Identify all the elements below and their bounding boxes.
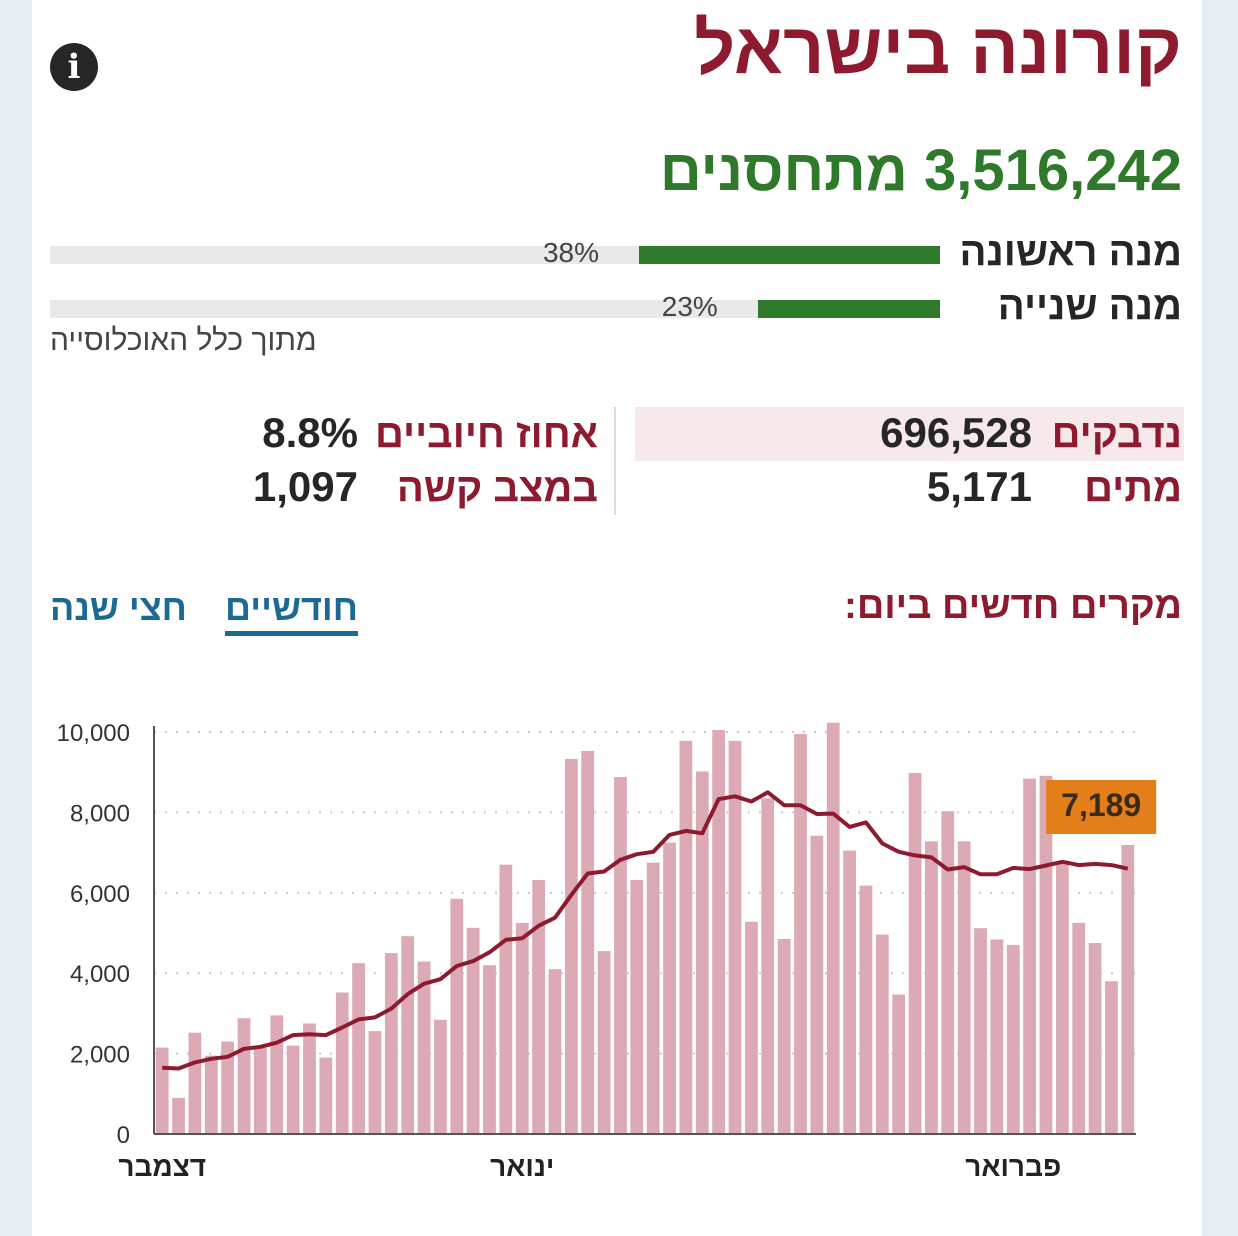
bar bbox=[761, 798, 775, 1134]
bar bbox=[745, 921, 758, 1134]
bar bbox=[286, 1045, 300, 1134]
x-month-label: פברואר bbox=[965, 1151, 1061, 1182]
tab-two-months[interactable]: חודשיים bbox=[225, 586, 358, 637]
infected-highlight bbox=[635, 407, 1184, 461]
bar bbox=[155, 1047, 169, 1134]
severe-label: במצב קשה bbox=[396, 466, 598, 510]
bar bbox=[941, 811, 955, 1134]
bar bbox=[499, 864, 513, 1134]
bar bbox=[1006, 945, 1020, 1134]
bar bbox=[564, 758, 578, 1134]
bar bbox=[221, 1041, 235, 1134]
second-dose-percent: 23% bbox=[661, 291, 718, 322]
second-dose-fill bbox=[757, 300, 940, 318]
deaths-label: מתים bbox=[1084, 466, 1182, 510]
stats-divider bbox=[614, 407, 616, 515]
bar bbox=[368, 1031, 382, 1134]
bar bbox=[990, 939, 1004, 1134]
first-dose-percent: 38% bbox=[542, 237, 600, 268]
info-icon[interactable]: i bbox=[50, 43, 98, 91]
x-month-label: דצמבר bbox=[118, 1151, 206, 1182]
bar bbox=[597, 951, 611, 1134]
tab-half-year[interactable]: חצי שנה bbox=[50, 587, 187, 628]
y-tick-label: 0 bbox=[117, 1122, 130, 1149]
infected-value: 696,528 bbox=[880, 409, 1032, 456]
bar bbox=[188, 1032, 202, 1134]
new-cases-chart: 0 2,000 4,000 6,000 8,000 10,000 7,189 דצמבר ינו… bbox=[57, 720, 1157, 1182]
bar bbox=[728, 740, 742, 1134]
y-tick-label: 10,000 bbox=[57, 720, 130, 747]
y-tick-label: 6,000 bbox=[70, 881, 130, 908]
bar bbox=[1055, 863, 1069, 1134]
bar bbox=[254, 1047, 267, 1134]
bar bbox=[548, 969, 562, 1134]
first-dose-label: מנה ראשונה bbox=[959, 230, 1182, 274]
positive-rate-label: אחוז חיוביים bbox=[375, 412, 598, 456]
bar bbox=[777, 939, 791, 1134]
y-tick-label: 8,000 bbox=[70, 800, 130, 827]
bar bbox=[434, 1019, 447, 1134]
bar bbox=[892, 994, 906, 1134]
bar bbox=[450, 898, 464, 1134]
bar bbox=[614, 777, 627, 1134]
value-callout bbox=[1046, 780, 1157, 834]
vaccinated-total: 3,516,242 מתחסנים bbox=[659, 138, 1182, 203]
moving-average-line bbox=[162, 790, 1129, 1071]
bar bbox=[1023, 778, 1036, 1134]
bar bbox=[859, 885, 873, 1134]
bar bbox=[483, 965, 496, 1134]
bar bbox=[270, 1015, 284, 1134]
y-tick-label: 4,000 bbox=[70, 961, 130, 988]
bar bbox=[925, 841, 938, 1134]
bar bbox=[695, 771, 709, 1134]
bar bbox=[908, 773, 922, 1134]
bar bbox=[466, 927, 480, 1134]
bar bbox=[630, 879, 644, 1134]
bar bbox=[1121, 845, 1135, 1134]
second-dose-label: מנה שנייה bbox=[997, 284, 1182, 328]
bar bbox=[843, 850, 856, 1134]
y-tick-label: 2,000 bbox=[70, 1042, 130, 1069]
bar bbox=[712, 729, 726, 1134]
second-dose-track bbox=[50, 300, 940, 318]
bar bbox=[335, 992, 349, 1134]
page-title: קורונה בישראל bbox=[694, 9, 1182, 89]
bar bbox=[417, 961, 431, 1134]
bar bbox=[384, 953, 398, 1134]
severe-value: 1,097 bbox=[252, 463, 358, 510]
deaths-value: 5,171 bbox=[926, 463, 1032, 510]
bar bbox=[974, 928, 987, 1134]
bar bbox=[352, 963, 365, 1134]
bar bbox=[663, 842, 676, 1134]
first-dose-fill bbox=[639, 246, 940, 264]
bar bbox=[172, 1097, 185, 1134]
bar bbox=[679, 740, 693, 1134]
bar bbox=[303, 1023, 316, 1134]
infected-label: נדבקים bbox=[1051, 412, 1182, 456]
bar bbox=[826, 722, 840, 1134]
bar bbox=[1105, 981, 1118, 1134]
value-callout-label: 7,189 bbox=[1061, 787, 1141, 823]
bar bbox=[532, 879, 545, 1134]
x-month-label: ינואר bbox=[490, 1151, 554, 1182]
new-cases-title: מקרים חדשים ביום: bbox=[844, 585, 1182, 627]
bar bbox=[957, 841, 971, 1134]
bar bbox=[646, 862, 660, 1134]
bar bbox=[319, 1057, 333, 1134]
bar bbox=[1072, 922, 1086, 1134]
bar bbox=[581, 750, 595, 1134]
bar bbox=[875, 934, 889, 1134]
first-dose-track bbox=[50, 246, 940, 264]
population-note: מתוך כלל האוכלוסייה bbox=[50, 324, 317, 357]
bar bbox=[204, 1055, 218, 1134]
dashboard-card: קורונה בישראל i 3,516,242 מתחסנים מנה רא… bbox=[32, 0, 1202, 1236]
bar bbox=[237, 1018, 251, 1134]
bar bbox=[794, 734, 807, 1134]
positive-rate-value: 8.8% bbox=[262, 409, 358, 456]
bar bbox=[401, 936, 415, 1134]
bar bbox=[810, 835, 824, 1134]
bar bbox=[515, 922, 529, 1134]
bar bbox=[1088, 943, 1102, 1134]
